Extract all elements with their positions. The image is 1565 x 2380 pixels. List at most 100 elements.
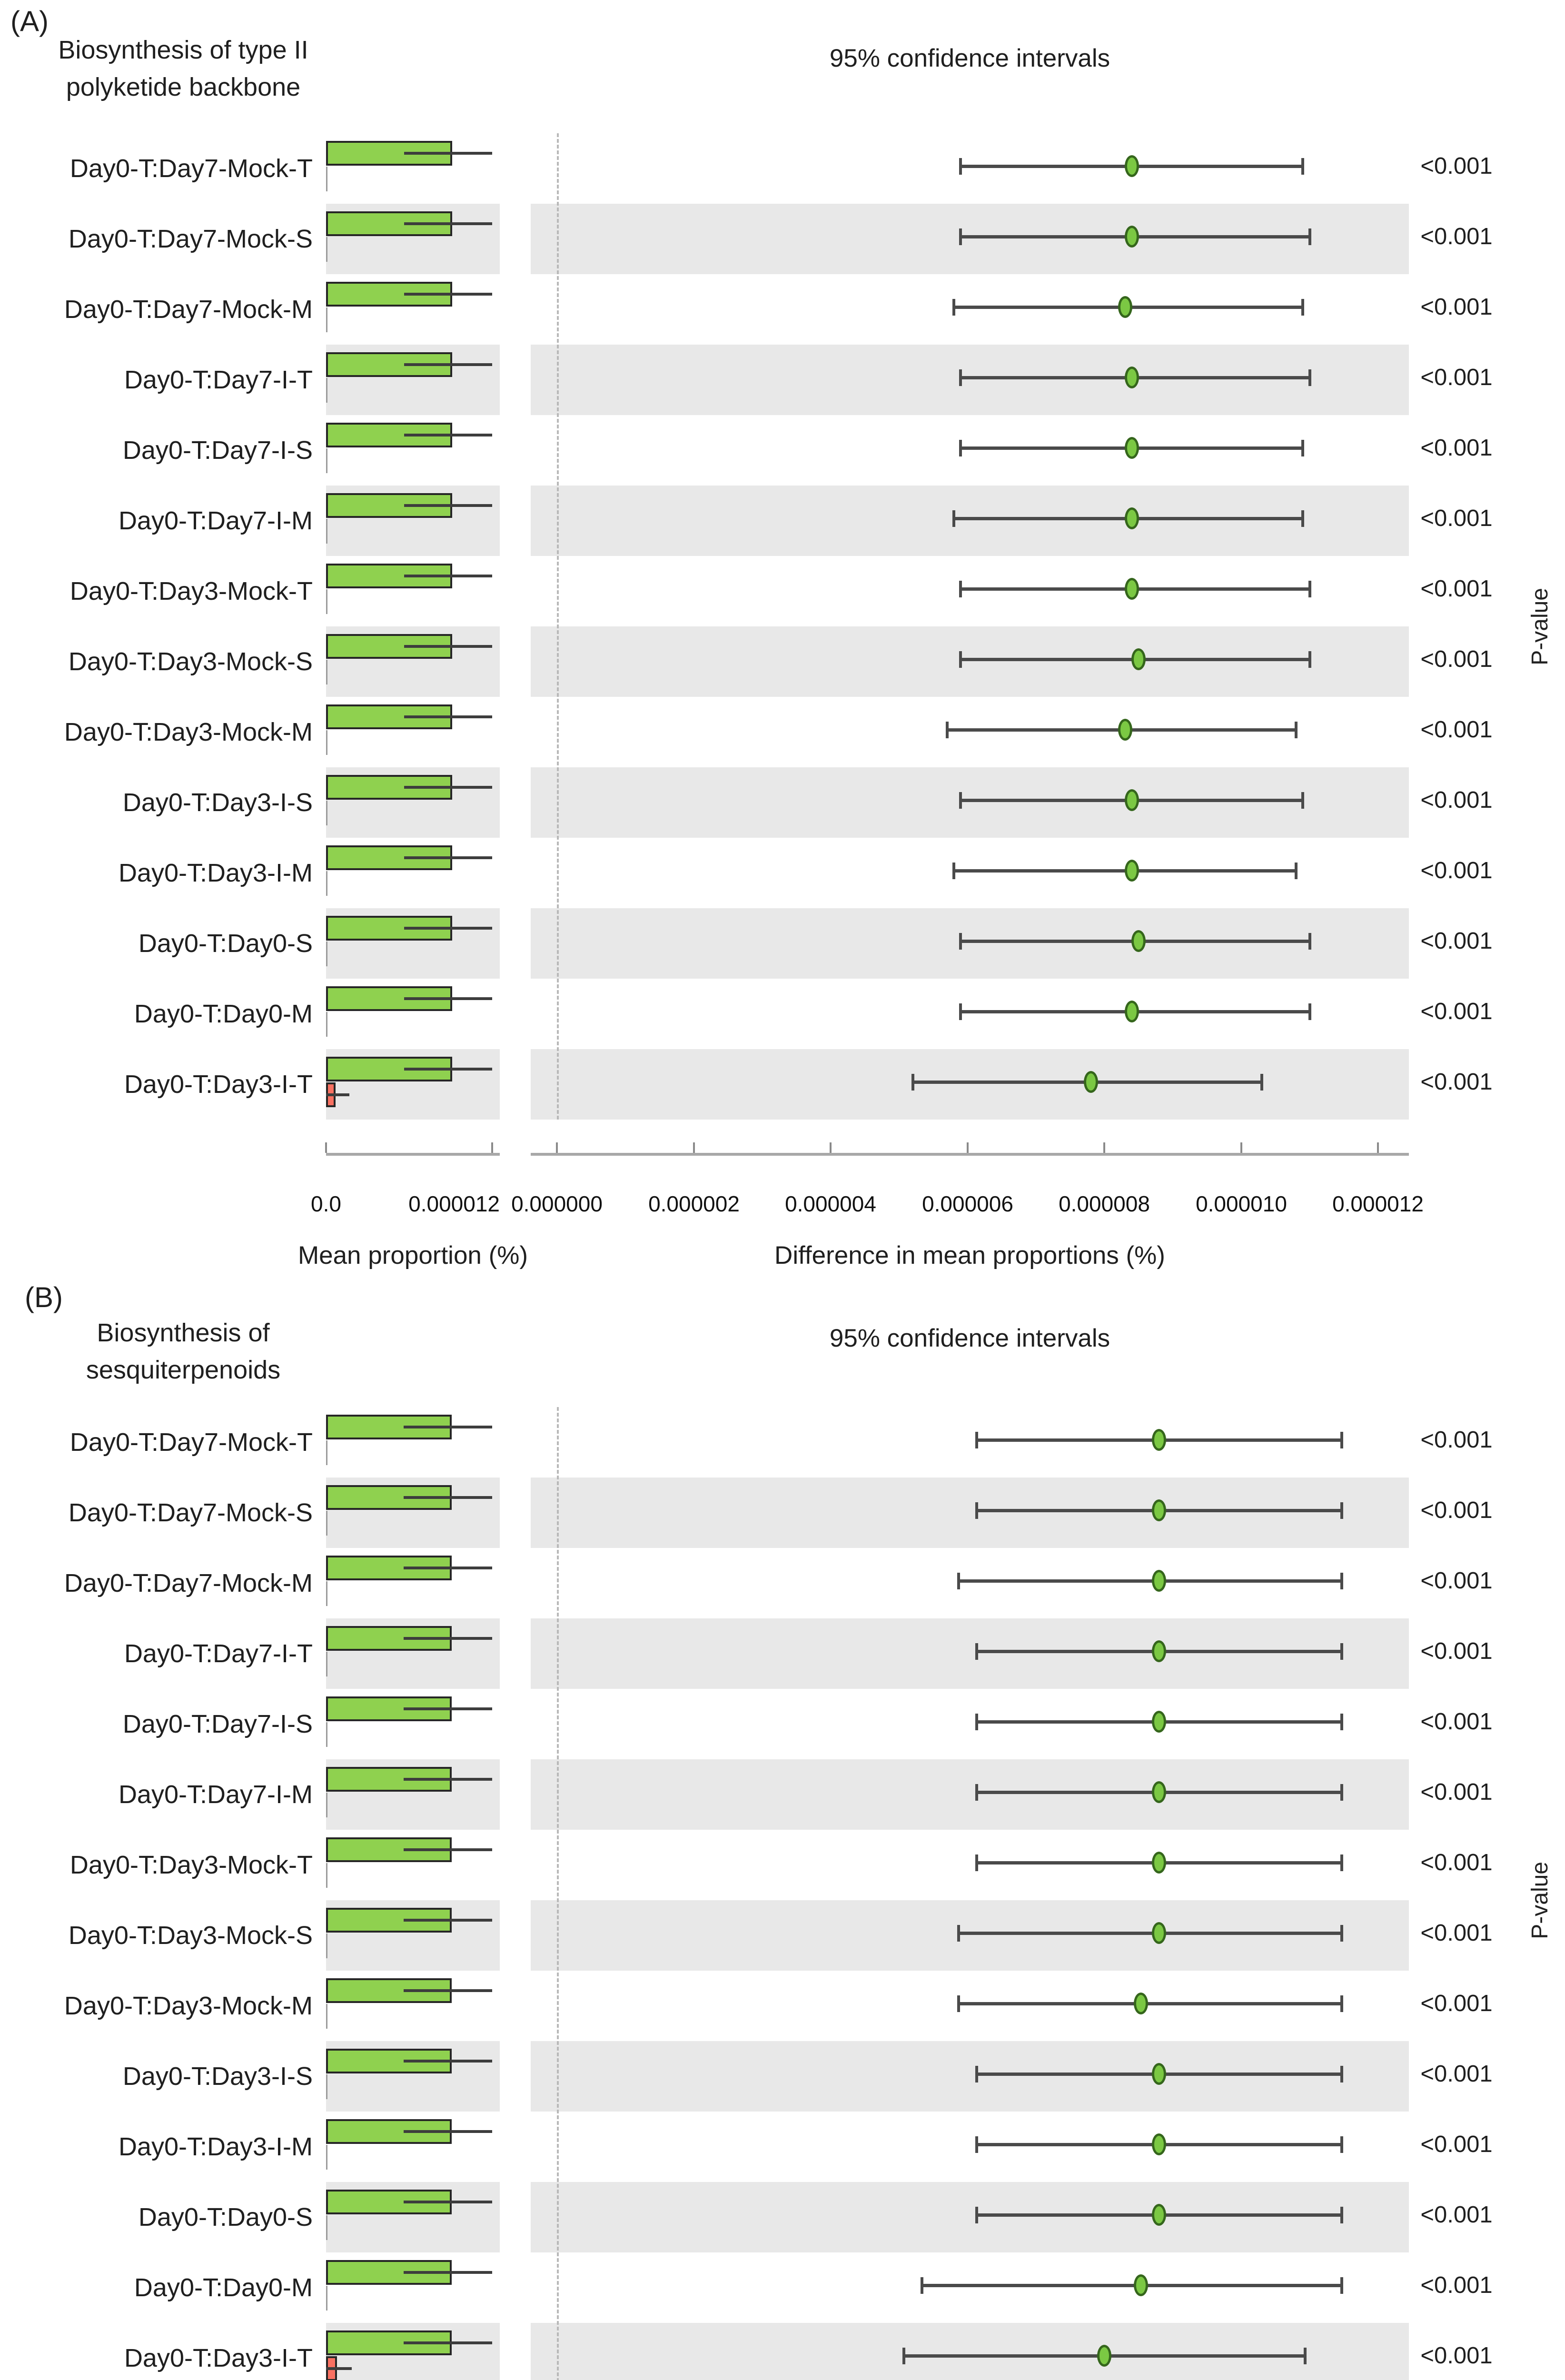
mean-proportion-cell [326,908,500,979]
p-value: <0.001 [1409,979,1504,1049]
mean-proportion-axis-caption: Mean proportion (%) [297,1241,528,1269]
row-label: Day0-T:Day7-I-M [118,506,313,535]
panel-b: (B) Biosynthesis of sesquiterpenoids 95%… [0,1262,1565,2380]
comparison-row: Day0-T:Day3-Mock-T <0.001 [0,1830,1565,1900]
ci-cap-high [1301,158,1305,175]
mean-proportion-cell [326,133,500,204]
confidence-interval-cell [531,2252,1409,2323]
comparison-row: Day0-T:Day7-Mock-T <0.001 [0,133,1565,204]
group1-error-whisker [404,363,492,366]
group2-zero-bar [326,1012,327,1037]
ci-cap-high [1260,1074,1263,1091]
difference-mean-dot [1152,2133,1167,2155]
group2-zero-bar [326,307,327,332]
group1-mean-bar [326,986,452,1011]
panel-b-rows: Day0-T:Day7-Mock-T <0.001 Day0-T:Day7-Mock… [0,1407,1565,2380]
difference-mean-dot [1118,296,1132,318]
confidence-interval-cell [531,767,1409,838]
ci-cap-high [1301,792,1305,809]
group1-mean-bar [326,2049,452,2073]
p-value: <0.001 [1409,1759,1504,1830]
comparison-row: Day0-T:Day3-Mock-S <0.001 [0,626,1565,697]
group2-zero-bar [326,1652,327,1676]
difference-mean-dot [1124,367,1139,388]
difference-mean-dot [1124,578,1139,600]
p-value: <0.001 [1409,2112,1504,2182]
difference-mean-dot [1152,1711,1167,1733]
comparison-row: Day0-T:Day7-I-S <0.001 [0,1689,1565,1759]
confidence-interval-cell [531,1407,1409,1478]
difference-mean-dot [1131,930,1146,952]
chart-gap [500,979,531,1049]
group1-error-whisker [404,2271,492,2274]
ci-line [958,1579,1342,1583]
confidence-interval-cell [531,133,1409,204]
mean-proportion-cell [326,979,500,1049]
confidence-interval-cell [531,1478,1409,1548]
group2-zero-bar [326,448,327,473]
difference-mean-dot [1152,1852,1167,1874]
confidence-interval-cell [531,697,1409,767]
p-value: <0.001 [1409,556,1504,626]
mean-proportion-cell [326,1759,500,1830]
p-value: <0.001 [1409,274,1504,345]
p-value: <0.001 [1409,1618,1504,1689]
mean-proportion-cell [326,1900,500,1971]
chart-gap [500,2182,531,2252]
ci-cap-low [959,933,962,950]
row-label: Day0-T:Day3-Mock-M [64,718,313,746]
group2-zero-bar [326,801,327,825]
ci-cap-high [1340,2066,1343,2082]
group1-error-whisker [404,1068,492,1071]
p-value-text: <0.001 [1420,2132,1493,2157]
chart-gap [500,1900,531,1971]
ci-cap-low [959,581,962,597]
row-label: Day0-T:Day7-Mock-S [68,1498,313,1527]
p-value: <0.001 [1409,2041,1504,2112]
confidence-interval-cell [531,1900,1409,1971]
p-value: <0.001 [1409,1830,1504,1900]
comparison-row: Day0-T:Day7-I-T <0.001 [0,1618,1565,1689]
ci-cap-low [975,2136,979,2153]
confidence-interval-cell [531,908,1409,979]
group1-error-whisker [404,434,492,436]
group1-error-whisker [404,2341,492,2344]
ci-title: 95% confidence intervals [829,44,1110,72]
panel-b-letter: (B) [25,1281,63,1313]
panel-b-header: (B) Biosynthesis of sesquiterpenoids 95%… [0,1262,1565,1407]
group1-error-whisker [404,504,492,507]
panel-a-letter: (A) [10,5,49,37]
difference-mean-dot [1152,1781,1167,1803]
zero-difference-dashed-line [557,133,559,1120]
ci-cap-low [957,1925,960,1942]
difference-mean-dot [1124,226,1139,248]
difference-mean-dot [1134,1993,1149,2014]
mean-proportion-cell [326,767,500,838]
p-value: <0.001 [1409,2182,1504,2252]
confidence-interval-cell [531,486,1409,556]
ci-cap-low [959,440,962,456]
ci-cap-low [975,1643,979,1660]
group2-error-whisker [326,2367,352,2370]
comparison-row: Day0-T:Day7-Mock-M <0.001 [0,274,1565,345]
axis-tick [830,1142,832,1153]
group2-zero-bar [326,2145,327,2170]
axis-tick [491,1142,493,1153]
mean-proportion-cell [326,556,500,626]
zero-difference-dashed-line [557,1407,559,2380]
chart-gap [500,556,531,626]
group2-zero-bar [326,730,327,755]
difference-axis-caption: Difference in mean proportions (%) [774,1241,1165,1269]
axis-tick [966,1142,969,1153]
p-value-text: <0.001 [1420,506,1493,531]
difference-mean-dot [1131,648,1146,670]
p-value: <0.001 [1409,1049,1504,1120]
ci-cap-low [959,228,962,245]
ci-cap-high [1308,369,1311,386]
ci-cap-high [1340,1643,1343,1660]
group1-mean-bar [326,634,452,659]
row-label: Day0-T:Day7-I-T [124,1639,313,1668]
comparison-row: Day0-T:Day3-I-T <0.001 [0,1049,1565,1120]
group1-error-whisker [404,1496,492,1499]
p-value-text: <0.001 [1420,294,1493,320]
